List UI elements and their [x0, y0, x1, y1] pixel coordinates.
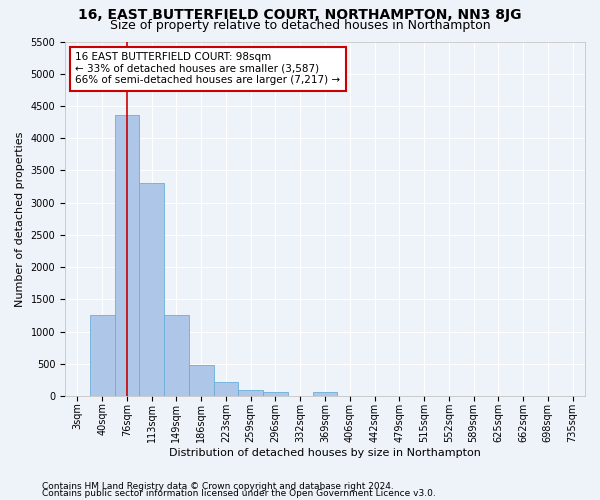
- Bar: [139, 184, 164, 396]
- Bar: [214, 382, 238, 396]
- Bar: [313, 392, 337, 396]
- Text: Contains public sector information licensed under the Open Government Licence v3: Contains public sector information licen…: [42, 490, 436, 498]
- Bar: [115, 115, 139, 396]
- Text: 16 EAST BUTTERFIELD COURT: 98sqm
← 33% of detached houses are smaller (3,587)
66: 16 EAST BUTTERFIELD COURT: 98sqm ← 33% o…: [76, 52, 341, 86]
- X-axis label: Distribution of detached houses by size in Northampton: Distribution of detached houses by size …: [169, 448, 481, 458]
- Text: Contains HM Land Registry data © Crown copyright and database right 2024.: Contains HM Land Registry data © Crown c…: [42, 482, 394, 491]
- Text: Size of property relative to detached houses in Northampton: Size of property relative to detached ho…: [110, 19, 490, 32]
- Bar: [238, 390, 263, 396]
- Bar: [90, 315, 115, 396]
- Text: 16, EAST BUTTERFIELD COURT, NORTHAMPTON, NN3 8JG: 16, EAST BUTTERFIELD COURT, NORTHAMPTON,…: [78, 8, 522, 22]
- Bar: [189, 365, 214, 396]
- Bar: [263, 392, 288, 396]
- Y-axis label: Number of detached properties: Number of detached properties: [15, 131, 25, 306]
- Bar: [164, 315, 189, 396]
